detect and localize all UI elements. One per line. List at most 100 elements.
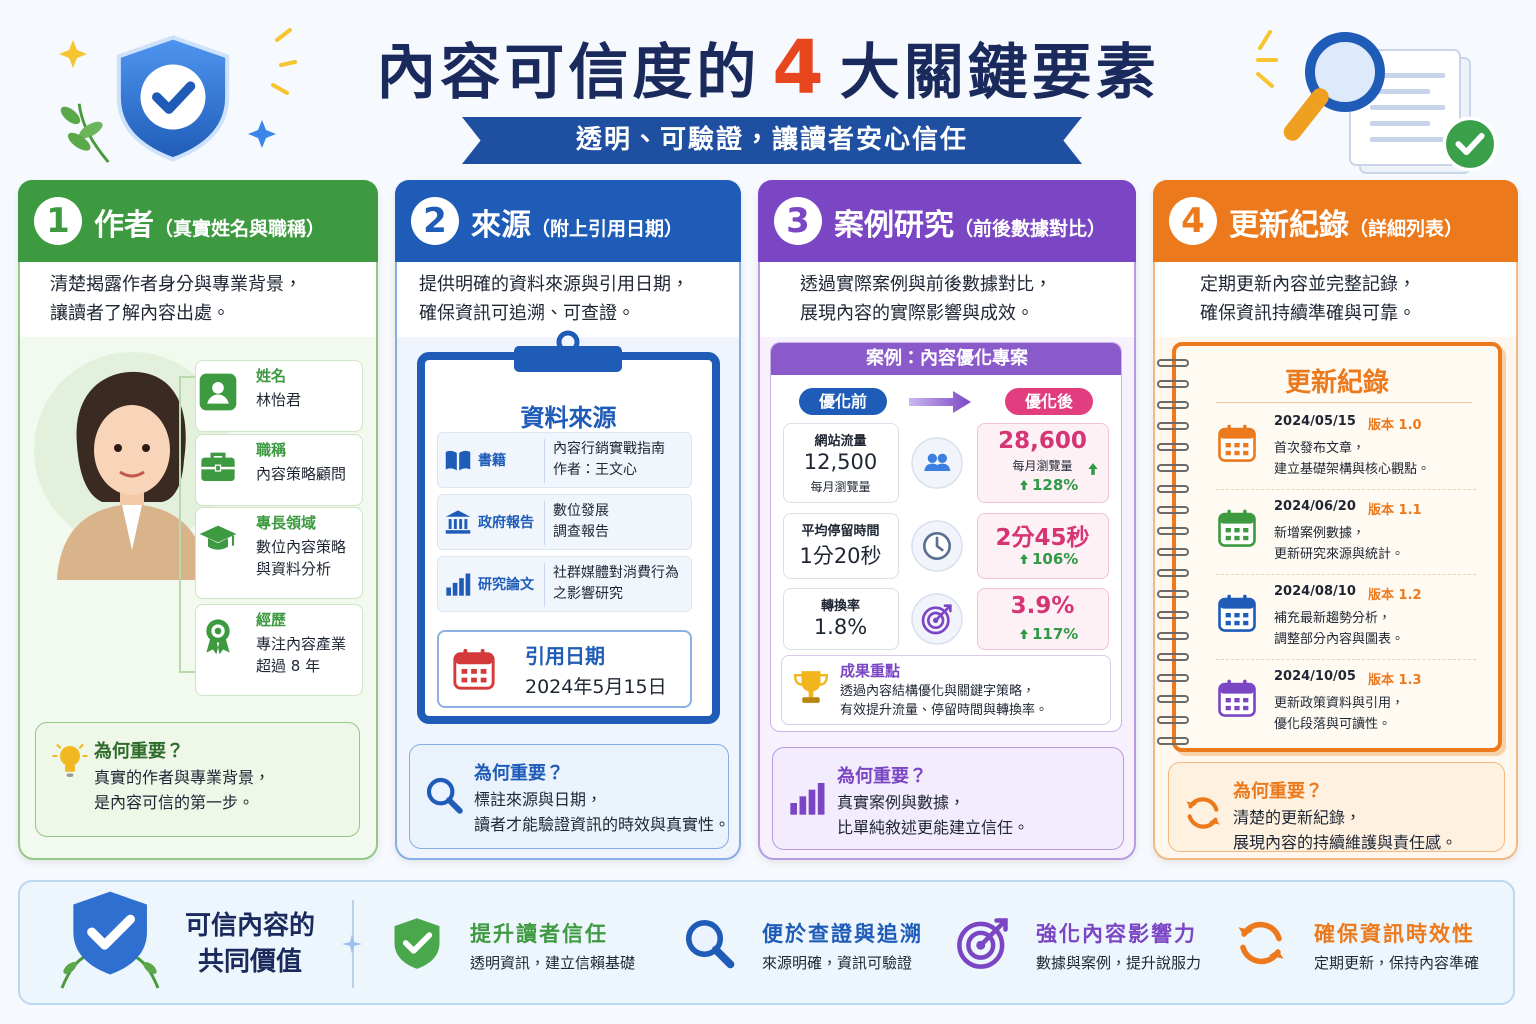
log-date: 2024/10/05	[1274, 669, 1356, 684]
icon-part	[1225, 450, 1231, 456]
icon-part	[1157, 653, 1189, 661]
source-text: 數位發展 調查報告	[553, 501, 609, 543]
icon-part	[1243, 698, 1249, 703]
log-date: 2024/05/15	[1274, 414, 1356, 429]
metric-name: 平均停留時間	[801, 524, 880, 539]
source-icon	[446, 573, 471, 596]
icon-part	[480, 677, 487, 683]
icon-part	[248, 120, 276, 148]
why-text-line: 讀者才能驗證資訊的時效與真實性。	[474, 815, 731, 834]
icon-part	[1157, 443, 1189, 451]
source-item: 政府報告 數位發展 調查報告	[437, 494, 692, 550]
source-item: 書籍 內容行銷實戰指南 作者：王文心	[437, 432, 692, 488]
icon-part	[452, 582, 458, 596]
log-icon	[1218, 509, 1256, 547]
why-text-line: 清楚的更新紀錄，	[1233, 808, 1362, 827]
icon-part	[927, 453, 938, 464]
highlight-title: 成果重點	[840, 662, 901, 680]
icon-part	[1157, 737, 1189, 745]
icon-part	[1243, 450, 1249, 456]
source-text-line: 內容行銷實戰指南	[553, 441, 665, 457]
icon-part	[448, 519, 452, 529]
icon-part	[978, 918, 1008, 948]
log-entry: 2024/10/05 版本 1.3 更新政策資料與引用， 優化段落與可讀性。	[1216, 663, 1476, 745]
log-entry: 2024/06/20 版本 1.1 新增案例數據， 更新研究來源與統計。	[1216, 493, 1476, 575]
icon-part	[1243, 620, 1249, 626]
icon-part	[909, 391, 971, 413]
source-type: 政府報告	[478, 515, 534, 531]
icon-part	[1234, 698, 1240, 703]
icon-part	[1219, 599, 1255, 609]
deco-sparkles-right	[1256, 30, 1278, 88]
icon-part	[1234, 443, 1240, 448]
icon-part	[465, 573, 471, 596]
after-pill: 優化後	[1005, 388, 1093, 415]
card: 3 案例研究（前後數據對比） 透過實際案例與前後數據對比， 展現內容的實際影響與成效。…	[758, 180, 1136, 860]
icon-part	[1256, 30, 1278, 88]
card-title-row: 作者（真實姓名與職稱）	[94, 200, 325, 244]
icon-part	[446, 797, 463, 814]
after-value: 28,600	[998, 428, 1087, 454]
footer-item-title: 強化內容影響力	[1036, 922, 1197, 946]
icon-part	[459, 578, 464, 596]
icon-part	[1157, 359, 1189, 367]
profile-icon	[199, 525, 237, 550]
icon-part	[214, 627, 222, 635]
after-unit: 每月瀏覽量	[1012, 459, 1073, 473]
before-after-arrow	[909, 391, 971, 413]
log-text: 補充最新趨勢分析， 調整部分內容與圖表。	[1274, 608, 1404, 650]
card-title-row: 來源（附上引用日期）	[471, 200, 683, 244]
icon-part	[802, 697, 820, 703]
card: 4 更新紀錄（詳細列表） 定期更新內容並完整記錄， 確保資訊持續準確與可靠。 為何重要？…	[1153, 180, 1518, 860]
icon-part	[1243, 594, 1247, 604]
footer-item-title: 確保資訊時效性	[1314, 922, 1475, 946]
why-text-line: 是內容可信的第一步。	[94, 793, 255, 812]
before-value: 1分20秒	[799, 544, 882, 568]
why-icon	[52, 744, 88, 777]
icon-part	[464, 519, 468, 529]
icon-part	[1370, 73, 1445, 78]
card-description: 透過實際案例與前後數據對比， 展現內容的實際影響與成效。	[800, 270, 1052, 328]
icon-part	[402, 932, 433, 954]
icon-part	[1157, 527, 1189, 535]
icon-part	[1157, 506, 1189, 514]
log-text-line: 補充最新趨勢分析，	[1274, 611, 1392, 626]
why-icon	[790, 783, 825, 815]
icon-part	[93, 398, 167, 435]
log-version: 版本 1.3	[1368, 673, 1422, 688]
icon-part	[1370, 137, 1445, 142]
citation-date: 2024年5月15日	[525, 676, 667, 698]
log-text-line: 新增案例數據，	[1274, 526, 1366, 541]
icon-part	[122, 505, 142, 550]
why-box: 為何重要？ 清楚的更新紀錄， 展現內容的持續維護與責任感。	[1168, 762, 1505, 852]
icon-part	[1088, 463, 1098, 475]
case-box: 案例：內容優化專案 優化前 優化後 網站流量 12,500 每月瀏覽量 28,600 每月瀏覽…	[770, 342, 1122, 732]
icon-part	[1157, 590, 1189, 598]
log-title: 更新紀錄	[1284, 368, 1389, 398]
icon-part	[1268, 949, 1284, 959]
footer-item-title: 便於查證與追溯	[762, 922, 923, 946]
change-value: 117%	[1032, 625, 1079, 643]
profile-icon	[199, 373, 237, 411]
card-body	[1155, 262, 1516, 337]
source-text: 內容行銷實戰指南 作者：王文心	[553, 439, 665, 481]
trend-arrow	[1088, 463, 1098, 475]
log-icon	[1218, 594, 1256, 632]
footer-icon	[394, 918, 440, 969]
icon-part	[142, 444, 150, 452]
icon-part	[1234, 620, 1240, 626]
icon-part	[445, 530, 471, 534]
icon-part	[63, 962, 77, 974]
change-value: 106%	[1032, 550, 1079, 568]
icon-part	[342, 934, 362, 954]
why-title: 為何重要？	[837, 766, 927, 787]
icon-part	[937, 453, 948, 464]
icon-part	[1243, 705, 1249, 711]
icon-part	[480, 669, 487, 674]
icon-part	[94, 405, 170, 495]
before-box: 網站流量 12,500 每月瀏覽量	[783, 423, 899, 503]
profile-icon	[201, 452, 235, 481]
before-unit: 每月瀏覽量	[810, 480, 871, 494]
icon-part	[934, 604, 952, 622]
